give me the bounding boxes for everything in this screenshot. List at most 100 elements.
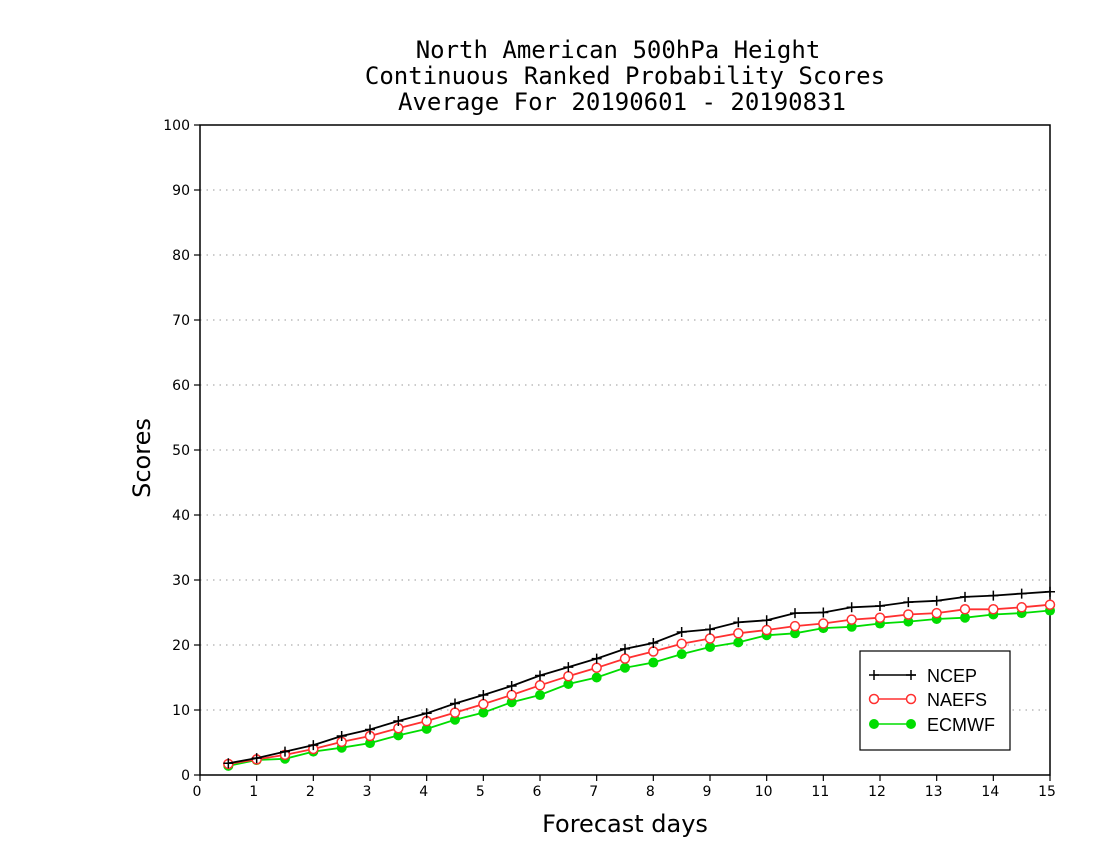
data-point-ncep [308, 740, 319, 751]
data-point-ncep [223, 758, 234, 769]
chart-title-line-3: Average For 20190601 - 20190831 [398, 88, 846, 116]
x-tick-label: 15 [1038, 784, 1056, 800]
x-axis-label: Forecast days [542, 810, 708, 838]
data-point-ncep [251, 753, 262, 764]
x-tick-label: 14 [981, 784, 999, 800]
legend: NCEP NAEFS ECMWF [859, 650, 1011, 751]
data-point-ncep [705, 624, 715, 635]
data-point-ecmwf [648, 657, 659, 668]
data-point-ncep [620, 643, 630, 654]
legend-item-ecmwf: ECMWF [869, 715, 995, 735]
data-point-naefs [676, 638, 687, 649]
data-point-ncep [960, 591, 970, 602]
data-point-ncep [818, 607, 829, 618]
data-point-ncep [875, 601, 885, 611]
data-point-ncep [591, 653, 602, 664]
data-point-ncep [988, 590, 999, 601]
data-point-ecmwf [591, 672, 602, 683]
data-point-ncep [450, 698, 460, 709]
data-point-ncep [733, 617, 744, 628]
data-point-naefs [846, 614, 857, 625]
data-point-ncep [790, 608, 800, 619]
data-point-naefs [733, 628, 744, 639]
legend-box [859, 650, 1011, 751]
data-point-ecmwf [478, 707, 489, 718]
legend-item-naefs: NAEFS [868, 690, 987, 710]
legend-label-ecmwf: ECMWF [927, 715, 995, 735]
data-point-ncep [478, 690, 489, 701]
data-point-ecmwf [790, 628, 800, 639]
data-point-ncep [421, 708, 432, 719]
data-point-naefs [591, 662, 602, 673]
y-tick-label: 40 [172, 508, 190, 524]
data-point-naefs [988, 604, 999, 615]
x-tick-label: 8 [646, 784, 655, 800]
data-point-ncep [393, 716, 404, 727]
data-point-naefs [931, 607, 942, 619]
data-point-ncep [676, 627, 687, 637]
x-tick-label: 2 [306, 784, 315, 800]
data-point-ncep [563, 662, 574, 673]
y-tick-label: 100 [163, 118, 190, 134]
x-tick-label: 1 [249, 784, 258, 800]
legend-label-ncep: NCEP [927, 666, 977, 686]
x-tick-label: 7 [589, 784, 598, 800]
data-point-ecmwf [563, 679, 574, 689]
y-tick-label: 0 [181, 768, 190, 784]
data-point-naefs [648, 646, 659, 657]
data-point-ncep [535, 670, 545, 681]
data-point-ncep [506, 680, 517, 691]
x-tick-label: 4 [419, 784, 428, 800]
y-tick-label: 60 [172, 378, 190, 394]
data-point-naefs [761, 624, 772, 636]
legend-marker-ecmwf-2 [906, 719, 916, 729]
data-point-naefs [506, 689, 517, 701]
data-point-ncep [931, 595, 942, 606]
data-point-ncep [903, 597, 914, 608]
data-point-ecmwf [676, 649, 687, 660]
data-point-naefs [1044, 599, 1056, 610]
data-point-naefs [789, 620, 801, 632]
data-point-naefs [478, 698, 489, 710]
y-tick-label: 90 [172, 183, 190, 199]
y-tick-label: 20 [172, 638, 190, 654]
data-point-ncep [1045, 586, 1055, 597]
legend-marker-naefs-1 [868, 693, 880, 705]
data-point-ncep [1016, 588, 1027, 599]
series-ncep [223, 586, 1055, 769]
data-point-naefs [903, 609, 914, 620]
legend-label-naefs: NAEFS [927, 690, 987, 710]
data-point-ecmwf [365, 738, 375, 749]
x-tick-label: 9 [703, 784, 712, 800]
data-point-ncep [280, 746, 290, 757]
chart-title-line-2: Continuous Ranked Probability Scores [365, 62, 885, 90]
legend-marker-ecmwf-1 [869, 719, 879, 729]
data-point-ecmwf [506, 697, 517, 708]
y-tick-label: 80 [172, 248, 190, 264]
gridlines [200, 189, 1050, 711]
data-point-naefs [874, 612, 886, 623]
data-point-naefs [449, 707, 461, 718]
data-point-ecmwf [733, 637, 744, 648]
x-tick-label: 3 [363, 784, 372, 800]
y-tick-label: 30 [172, 573, 190, 589]
data-point-ncep [761, 615, 772, 626]
data-point-ecmwf [903, 616, 914, 627]
x-tick-label: 10 [755, 784, 773, 800]
y-tick-label: 10 [172, 703, 190, 719]
data-point-ecmwf [620, 662, 630, 673]
x-tick-label: 0 [193, 784, 202, 800]
y-tick-label: 70 [172, 313, 190, 329]
legend-marker-ncep [869, 670, 916, 680]
data-point-naefs [704, 633, 716, 644]
data-point-naefs [959, 604, 971, 615]
x-tick-label: 6 [533, 784, 542, 800]
x-tick-label: 11 [811, 784, 829, 800]
data-point-ecmwf [705, 641, 715, 652]
data-point-ecmwf [393, 730, 404, 741]
x-tick-label: 5 [476, 784, 485, 800]
data-point-ecmwf [421, 723, 432, 734]
x-tick-label: 12 [868, 784, 886, 800]
